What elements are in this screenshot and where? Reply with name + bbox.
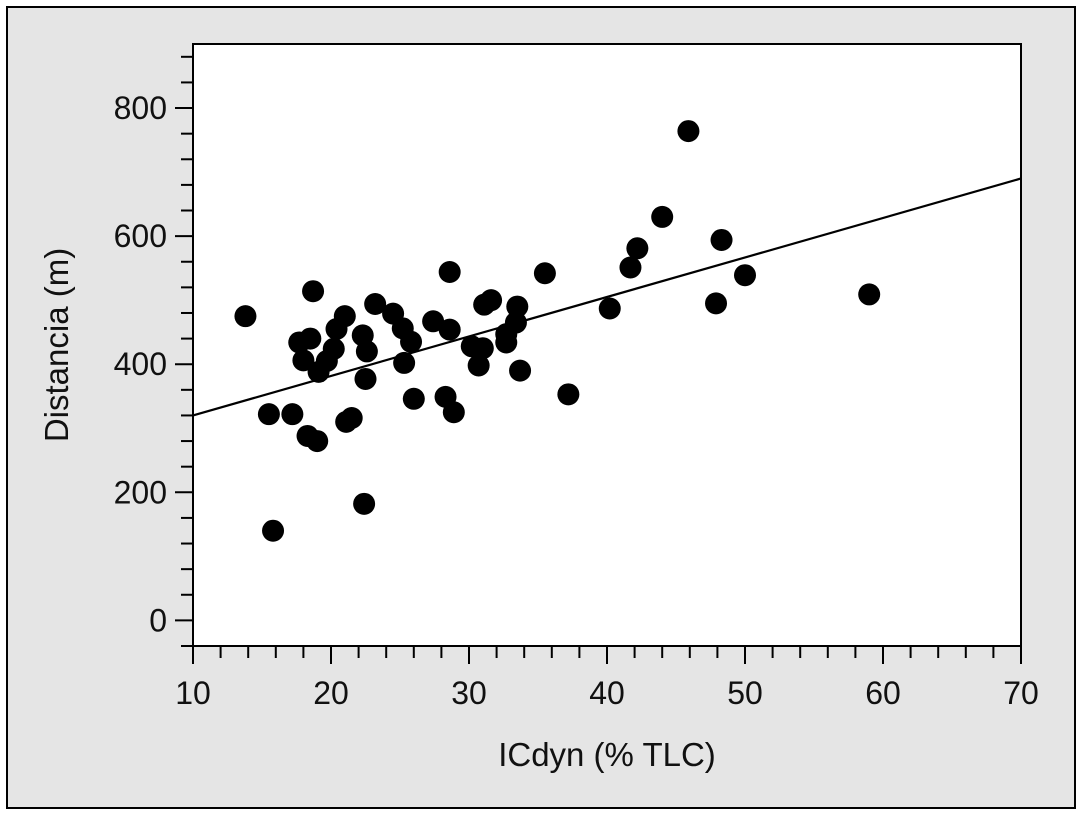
data-point-39 [504,311,527,334]
data-point-26 [402,387,425,410]
data-point-51 [734,264,756,287]
data-point-48 [677,120,700,143]
data-point-47 [651,205,674,228]
y-tick-label: 0 [149,602,167,638]
data-point-45 [619,256,642,279]
data-point-43 [557,383,580,406]
data-point-21 [364,293,387,316]
data-point-34 [471,337,494,360]
data-point-44 [598,297,621,320]
data-point-5 [292,349,315,372]
y-tick-label: 200 [114,474,167,510]
data-point-41 [509,359,532,382]
y-tick-label: 600 [114,218,167,254]
data-point-31 [442,401,465,424]
data-point-29 [438,260,461,283]
data-point-16 [340,407,363,430]
data-point-20 [355,340,378,363]
data-point-9 [306,430,329,453]
data-point-19 [354,367,377,390]
data-point-36 [480,289,503,312]
data-point-2 [262,519,285,542]
x-tick-label: 50 [727,675,763,711]
data-point-14 [333,305,356,328]
x-tick-label: 20 [313,675,349,711]
x-axis-title: ICdyn (% TLC) [498,736,716,773]
data-point-33 [467,354,490,377]
x-tick-label: 70 [1003,675,1039,711]
x-tick-label: 10 [175,675,211,711]
y-axis-title: Distancia (m) [38,248,75,442]
data-point-46 [626,237,649,260]
data-point-50 [710,228,733,251]
trend-line [192,177,1022,417]
data-point-12 [322,337,345,360]
data-point-24 [393,351,416,374]
data-point-27 [422,310,445,333]
x-tick-label: 30 [451,675,487,711]
data-point-40 [506,295,529,318]
data-point-8 [302,280,325,303]
data-point-42 [533,262,556,285]
data-point-1 [257,403,280,426]
x-tick-label: 40 [589,675,625,711]
data-point-3 [281,403,304,426]
x-tick-label: 60 [865,675,901,711]
data-point-0 [234,305,257,328]
data-point-38 [495,331,518,354]
data-point-7 [299,327,322,350]
data-point-18 [353,492,376,515]
y-tick-label: 400 [114,346,167,382]
data-point-25 [400,330,423,353]
data-point-49 [705,292,728,315]
y-tick-label: 800 [114,90,167,126]
data-point-30 [438,318,461,341]
data-point-52 [858,283,881,306]
